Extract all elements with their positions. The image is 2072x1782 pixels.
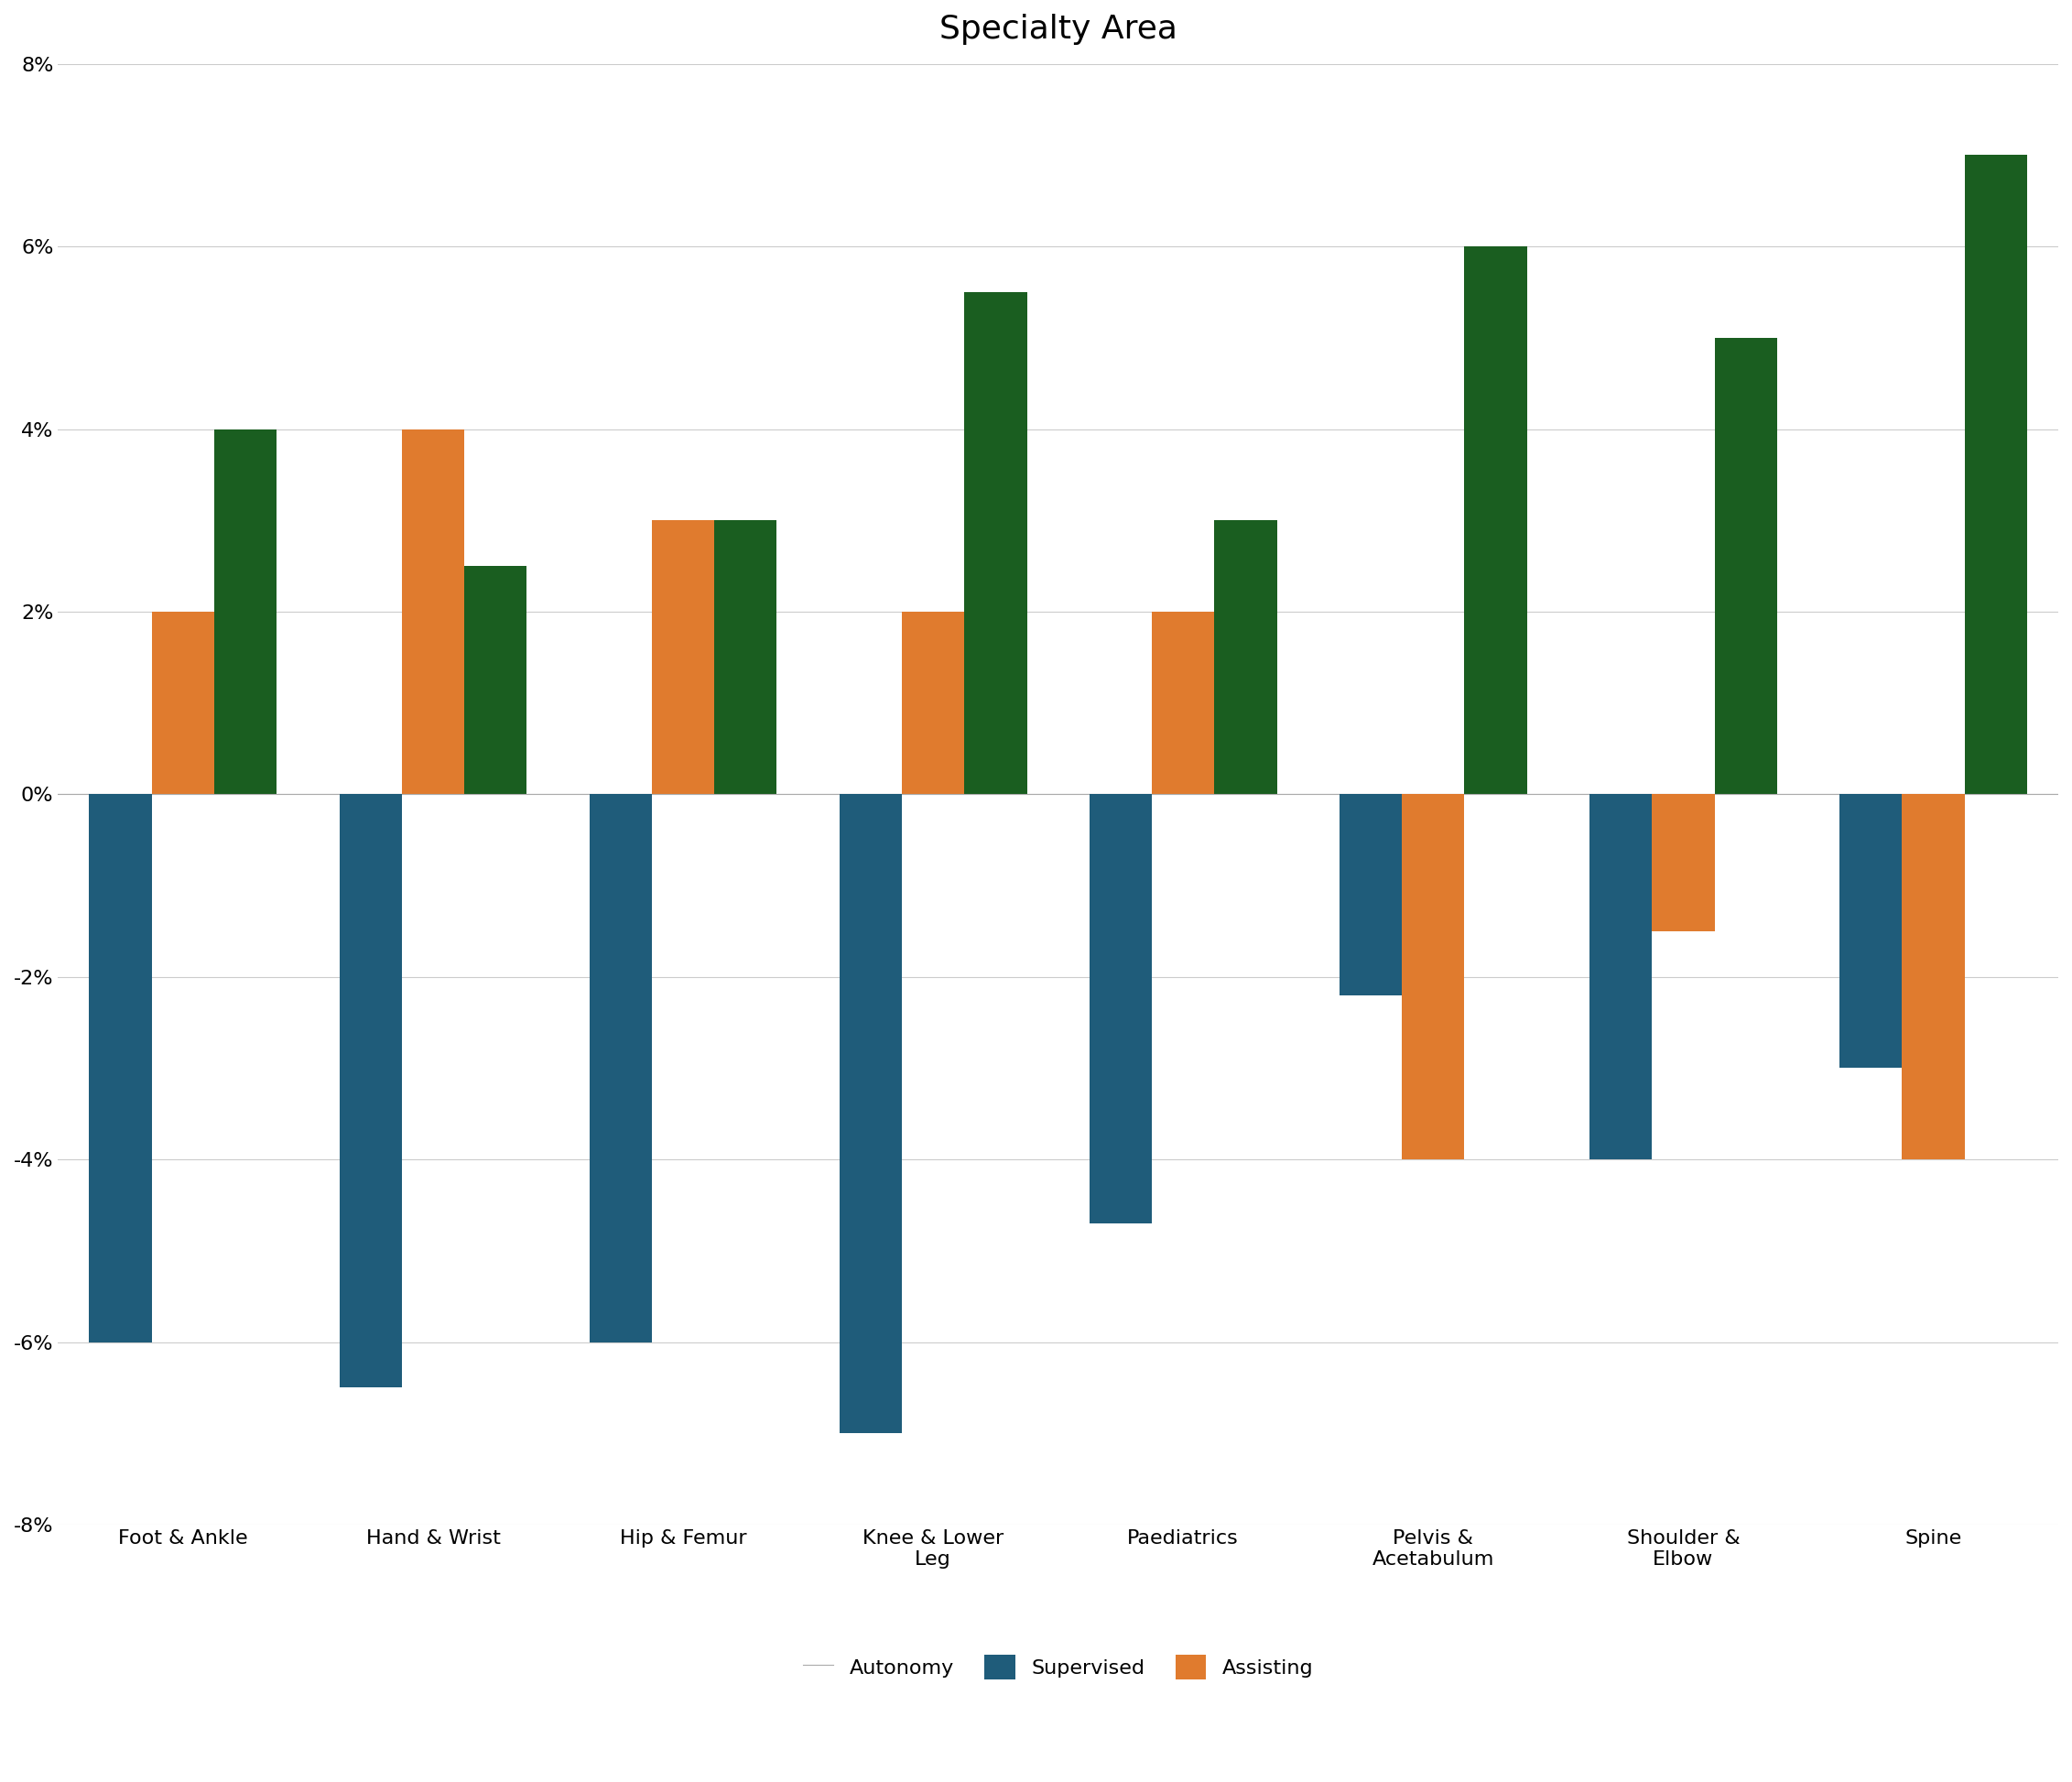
Bar [213,429,278,795]
Bar [963,292,1028,795]
Bar [1589,795,1651,1160]
Bar [340,795,402,1388]
Bar [464,567,526,795]
Bar [839,795,901,1433]
Bar [715,520,777,795]
Bar [89,795,151,1342]
Bar [1214,520,1276,795]
Bar [1651,795,1714,932]
Bar [1964,155,2026,795]
Bar [1714,339,1778,795]
Bar [1465,246,1527,795]
Bar [151,611,213,795]
Bar [1902,795,1964,1160]
Bar [653,520,715,795]
Legend: Autonomy, Supervised, Assisting: Autonomy, Supervised, Assisting [794,1645,1324,1689]
Bar [1152,611,1214,795]
Bar [901,611,963,795]
Bar [1403,795,1465,1160]
Bar [588,795,653,1342]
Bar [402,429,464,795]
Bar [1090,795,1152,1224]
Bar [1339,795,1403,994]
Title: Specialty Area: Specialty Area [939,14,1177,45]
Bar [1840,795,1902,1067]
